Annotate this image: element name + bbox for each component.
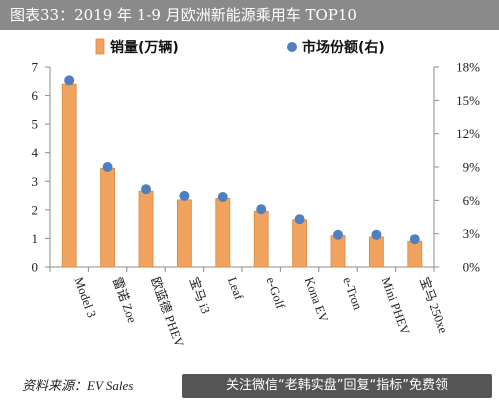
watermark-banner: 关注微信“老韩实盘”回复“指标”免费领 <box>182 374 492 398</box>
category-label: 宝马 250xe <box>417 275 450 335</box>
left-tick-label: 0 <box>32 260 39 275</box>
sales-bar <box>330 235 346 268</box>
category-label: 欧蓝德 PHEV <box>148 275 187 349</box>
share-dot <box>64 75 75 86</box>
category-label: e-Tron <box>340 275 365 312</box>
sales-bar <box>138 190 154 268</box>
sales-bar <box>100 168 115 268</box>
legend-label-share: 市场份额(右) <box>302 39 385 56</box>
category-label: Mini PHEV <box>379 275 413 336</box>
category-labels: Model 3 雷诺 Zoe 欧蓝德 PHEV 宝马 i3 Leaf e-Golf Kona… <box>71 275 450 349</box>
chart: 销量(万辆) 市场份额(右) 012345670%3%6%9%12%15%18% … <box>32 38 481 349</box>
legend: 销量(万辆) 市场份额(右) <box>95 38 385 56</box>
category-label: Leaf <box>225 275 246 302</box>
share-dots <box>64 75 420 245</box>
sales-bar <box>176 199 192 268</box>
share-dot <box>294 214 305 225</box>
share-dot <box>256 204 267 215</box>
share-dot <box>179 190 190 201</box>
share-dot <box>217 192 228 202</box>
category-label: 宝马 i3 <box>187 275 213 315</box>
share-dot <box>333 229 343 240</box>
share-dot <box>102 162 113 172</box>
sales-bar <box>253 210 269 268</box>
share-dot <box>141 184 151 195</box>
left-tick-label: 6 <box>32 88 39 103</box>
right-tick-label: 9% <box>463 160 481 175</box>
right-tick-label: 18% <box>456 60 480 75</box>
sales-bar <box>215 198 231 268</box>
right-tick-label: 6% <box>463 193 481 208</box>
sales-bar <box>368 236 384 268</box>
left-tick-label: 1 <box>32 231 39 246</box>
sales-bar <box>407 240 423 268</box>
legend-dot-swatch <box>287 42 297 52</box>
sales-bar <box>292 219 308 268</box>
category-label: 雷诺 Zoe <box>110 275 140 325</box>
chart-title: 图表33：2019 年 1-9 月欧洲新能源乘用车 TOP10 <box>0 0 499 30</box>
left-tick-label: 3 <box>32 174 39 189</box>
share-dot <box>409 234 420 245</box>
category-label: Model 3 <box>71 275 99 319</box>
category-label: Kona EV <box>302 275 331 324</box>
right-tick-label: 15% <box>456 93 480 108</box>
right-tick-label: 12% <box>456 126 480 141</box>
left-tick-label: 4 <box>32 145 39 160</box>
right-tick-label: 0% <box>463 260 481 275</box>
category-label: e-Golf <box>263 275 288 311</box>
bars <box>61 83 423 268</box>
legend-label-sales: 销量(万辆) <box>110 39 179 56</box>
left-tick-label: 5 <box>32 117 39 132</box>
left-tick-label: 7 <box>32 60 39 75</box>
left-tick-label: 2 <box>32 202 39 217</box>
source-note: 资料来源：EV Sales <box>22 378 134 393</box>
share-dot <box>371 229 382 240</box>
sales-bar <box>61 83 77 268</box>
right-tick-label: 3% <box>463 226 481 241</box>
legend-bar-swatch <box>95 38 105 55</box>
